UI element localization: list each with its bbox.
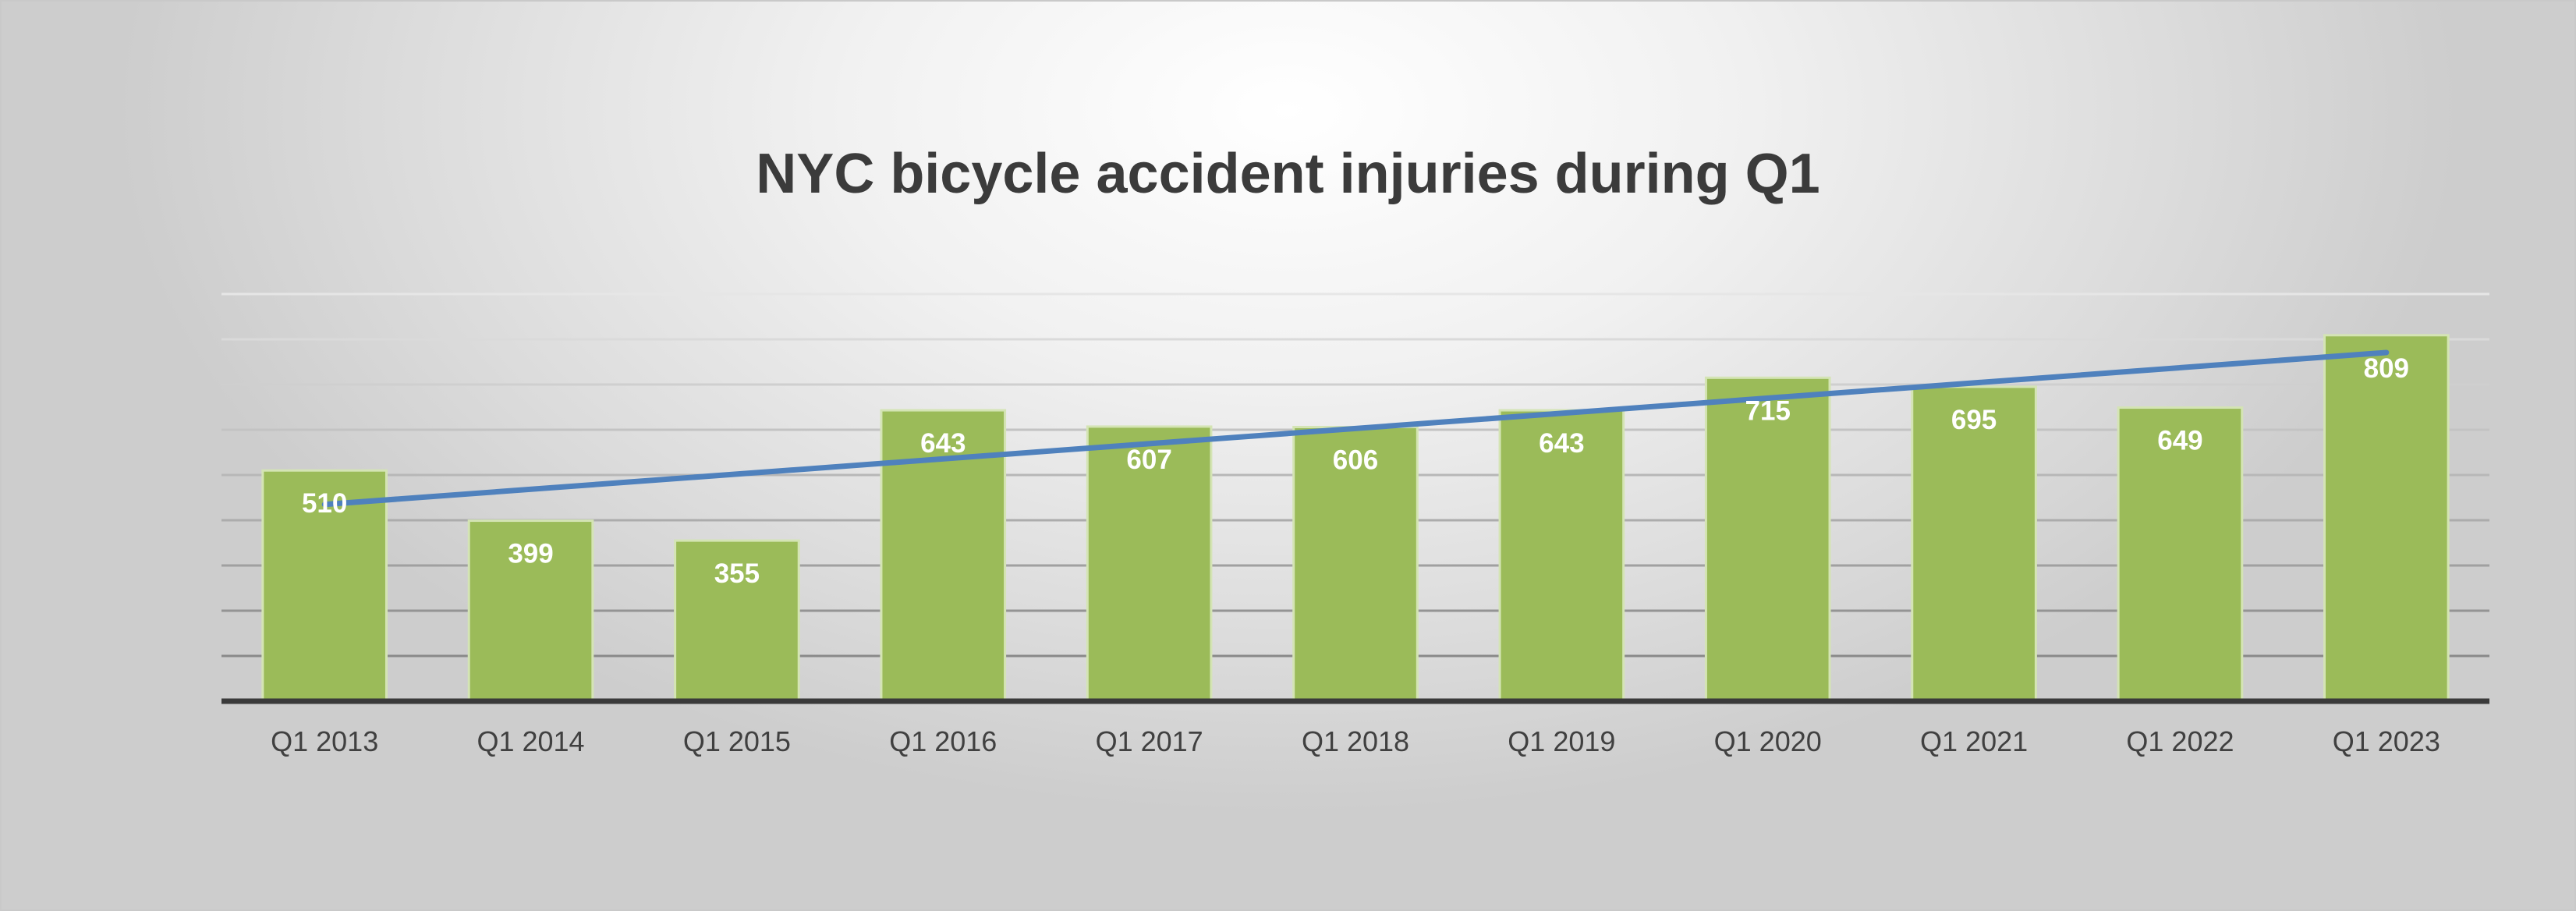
x-tick-label: Q1 2021 <box>1920 725 2028 757</box>
x-tick-label: Q1 2015 <box>683 725 791 757</box>
data-label: 606 <box>1333 445 1378 476</box>
data-label: 809 <box>2364 353 2409 384</box>
bar <box>2117 406 2244 703</box>
data-label: 715 <box>1745 395 1791 426</box>
data-label: 643 <box>1539 428 1584 459</box>
x-tick-label: Q1 2018 <box>1302 725 1409 757</box>
bar <box>2323 334 2450 703</box>
bar <box>261 469 388 703</box>
chart-title: NYC bicycle accident injuries during Q1 <box>756 143 1820 205</box>
x-tick-label: Q1 2022 <box>2126 725 2234 757</box>
data-label: 643 <box>920 428 966 459</box>
data-label: 399 <box>508 539 553 569</box>
data-label: 355 <box>714 558 760 589</box>
x-tick-label: Q1 2019 <box>1508 725 1615 757</box>
x-tick-label: Q1 2016 <box>889 725 997 757</box>
bar <box>1911 385 2037 703</box>
x-tick-label: Q1 2020 <box>1714 725 1822 757</box>
bar <box>1498 409 1625 703</box>
x-tick-label: Q1 2017 <box>1096 725 1203 757</box>
data-labels: 510 399 355 643 607 606 643 715 695 649 809 <box>302 353 2409 589</box>
bar <box>1704 376 1831 703</box>
x-tick-label: Q1 2023 <box>2333 725 2440 757</box>
x-tick-label: Q1 2014 <box>477 725 584 757</box>
data-label: 695 <box>1951 405 1997 435</box>
data-label: 510 <box>302 488 347 519</box>
bars <box>261 334 2450 703</box>
x-tick-label: Q1 2013 <box>271 725 378 757</box>
trendline-line <box>321 349 2390 508</box>
data-label: 607 <box>1126 445 1171 475</box>
trendline <box>321 349 2390 508</box>
x-axis: Q1 2013 Q1 2014 Q1 2015 Q1 2016 Q1 2017 Q1 20… <box>221 698 2489 757</box>
bar <box>467 519 594 703</box>
data-label: 649 <box>2157 426 2202 456</box>
bar <box>674 539 800 703</box>
